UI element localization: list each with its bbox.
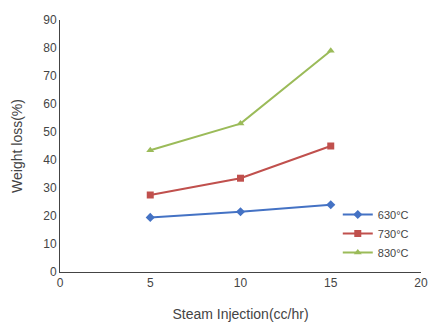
svg-text:90: 90 (43, 13, 57, 27)
svg-text:70: 70 (43, 69, 57, 83)
svg-text:80: 80 (43, 41, 57, 55)
svg-text:50: 50 (43, 125, 57, 139)
svg-text:15: 15 (324, 276, 338, 290)
svg-text:Steam Injection(cc/hr): Steam Injection(cc/hr) (172, 306, 308, 322)
svg-text:630°C: 630°C (378, 209, 409, 221)
svg-text:40: 40 (43, 153, 57, 167)
svg-text:730°C: 730°C (378, 228, 409, 240)
svg-text:0: 0 (57, 276, 64, 290)
svg-text:10: 10 (43, 237, 57, 251)
svg-text:60: 60 (43, 97, 57, 111)
svg-text:20: 20 (43, 209, 57, 223)
svg-text:30: 30 (43, 181, 57, 195)
svg-text:830°C: 830°C (378, 247, 409, 259)
svg-text:10: 10 (234, 276, 248, 290)
svg-text:Weight loss(%): Weight loss(%) (9, 99, 25, 193)
svg-text:0: 0 (50, 265, 57, 279)
svg-text:20: 20 (414, 276, 428, 290)
svg-text:5: 5 (147, 276, 154, 290)
